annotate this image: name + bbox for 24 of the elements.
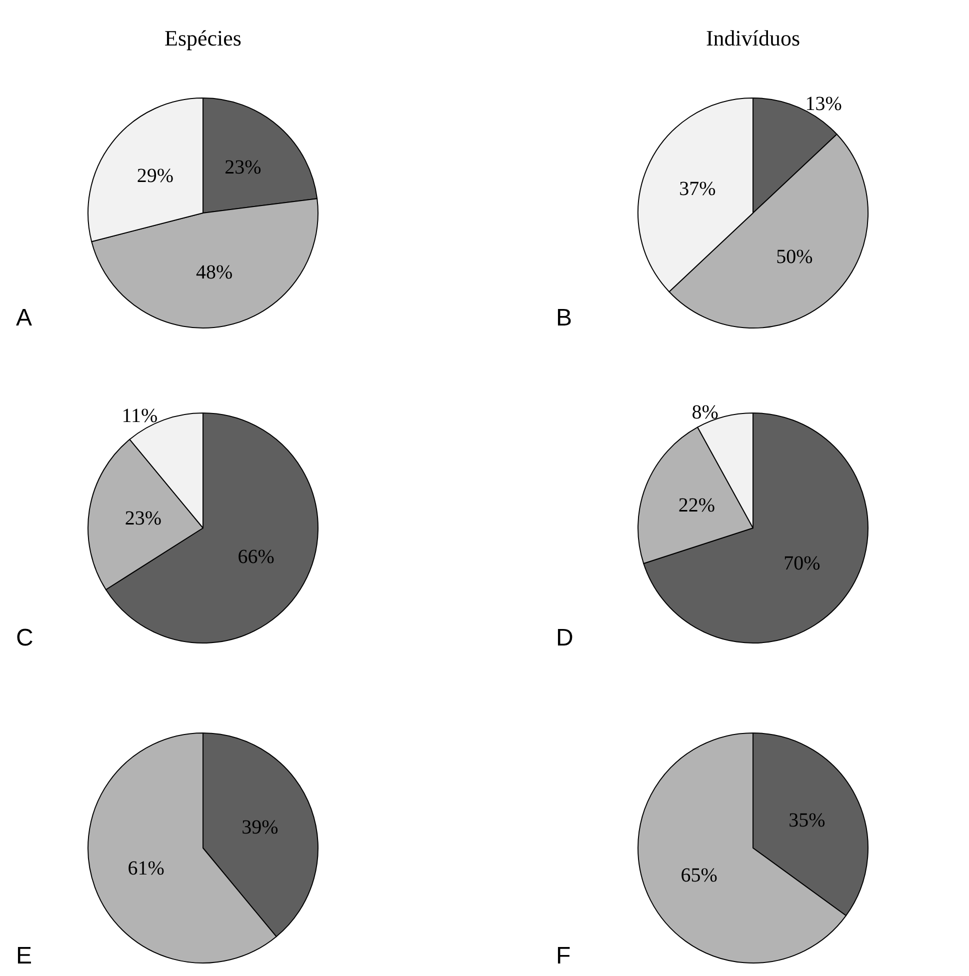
text: A (16, 304, 32, 332)
data-label: 37% (679, 178, 716, 200)
data-label: 66% (238, 546, 274, 568)
data-label: 13% (805, 92, 842, 115)
chart-title: Espécies (164, 26, 242, 50)
data-label: 23% (224, 156, 262, 179)
data-label: 61% (128, 857, 164, 880)
text: D (556, 624, 574, 652)
data-label: 70% (784, 552, 820, 575)
text: B (556, 304, 572, 332)
data-label: 39% (242, 816, 278, 839)
text: C (16, 624, 34, 652)
data-label: 29% (136, 164, 174, 187)
chart-title: Indivíduos (706, 26, 800, 50)
data-label: 35% (788, 810, 826, 832)
text: E (16, 942, 32, 970)
text: F (556, 942, 571, 970)
data-label: 50% (776, 246, 813, 268)
data-label: 48% (196, 261, 233, 284)
data-label: 11% (122, 405, 158, 428)
data-label: 22% (678, 494, 716, 517)
data-label: 23% (124, 508, 162, 530)
data-label: 65% (680, 864, 718, 886)
data-label: 8% (692, 402, 718, 424)
